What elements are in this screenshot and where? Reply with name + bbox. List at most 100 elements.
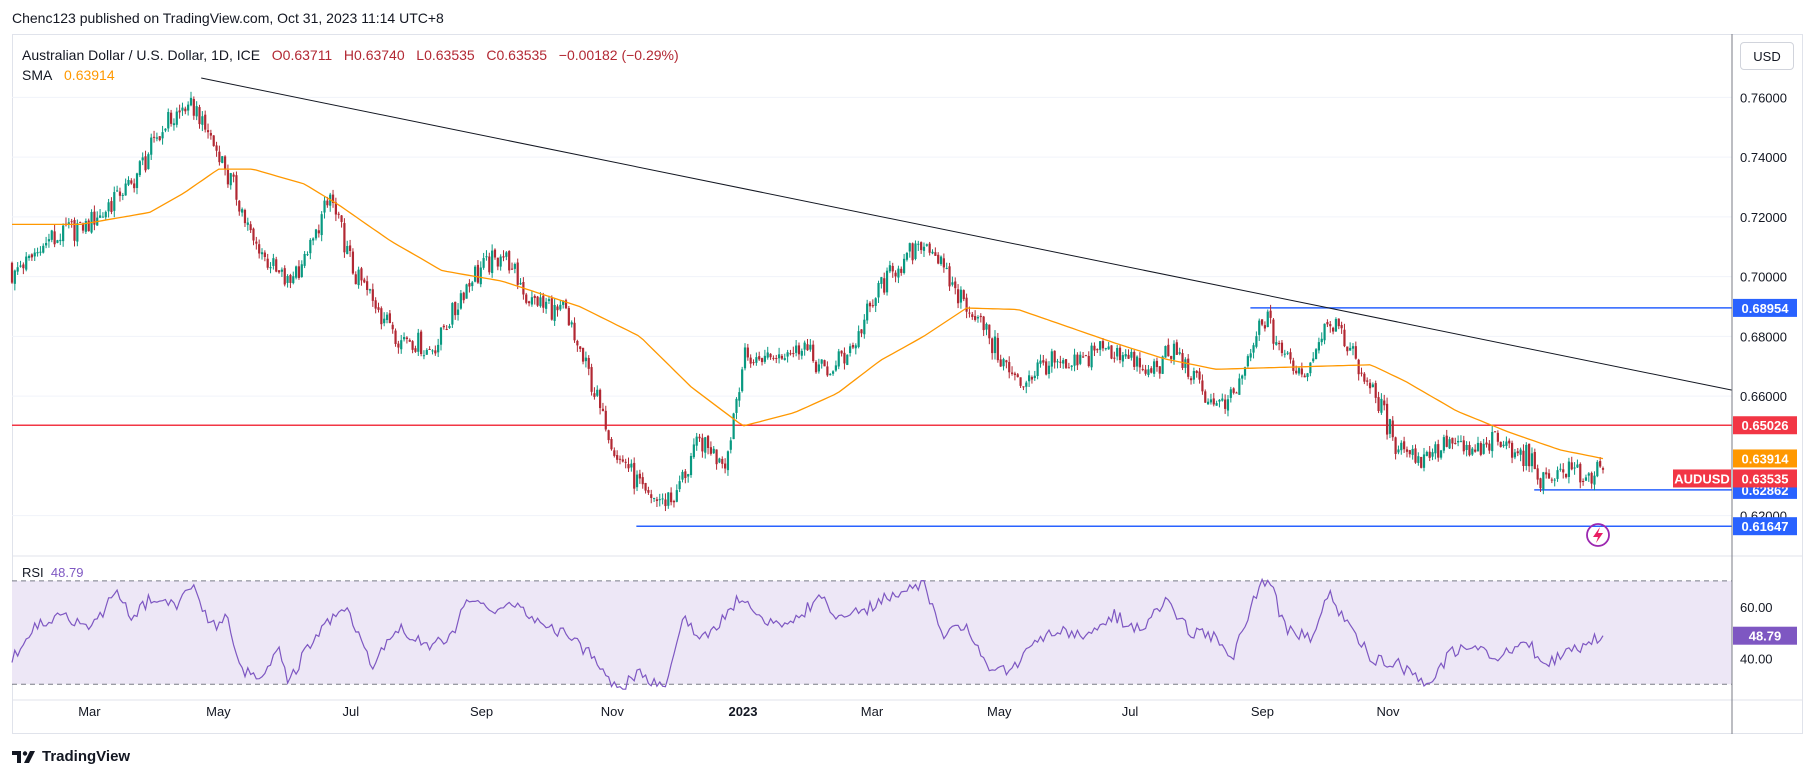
candle-body xyxy=(849,346,852,354)
rsi-value: 48.79 xyxy=(50,565,84,580)
candle-body xyxy=(1448,439,1451,449)
price-tick-label: 0.76000 xyxy=(1740,90,1787,105)
candle-body xyxy=(249,224,252,231)
rsi-legend: RSI 48.79 xyxy=(22,565,83,580)
candle-body xyxy=(905,252,909,260)
candle-body xyxy=(792,353,795,355)
candle-body xyxy=(545,301,548,309)
candle-body xyxy=(343,223,346,253)
candle-body xyxy=(664,499,667,507)
tradingview-logo[interactable]: TradingView xyxy=(12,748,130,765)
legend-symbol: Australian Dollar / U.S. Dollar, 1D, ICE xyxy=(22,47,261,63)
candle-body xyxy=(527,301,531,304)
candle-body xyxy=(672,500,676,503)
lightning-icon-ring xyxy=(1586,523,1610,547)
chart-legend: Australian Dollar / U.S. Dollar, 1D, ICE… xyxy=(22,45,679,85)
candle-body xyxy=(1576,464,1579,468)
candle-body xyxy=(306,254,309,256)
candle-body xyxy=(30,254,33,258)
candle-body xyxy=(124,183,127,196)
candle-body xyxy=(277,270,281,273)
candle-body xyxy=(133,183,136,189)
candle-body xyxy=(363,279,366,283)
candle-body xyxy=(1272,319,1275,344)
candle-body xyxy=(414,348,417,352)
level-tag-bg xyxy=(1733,416,1797,435)
candle-body xyxy=(1028,375,1031,382)
candle-body xyxy=(1224,399,1227,409)
candle-body xyxy=(297,266,301,278)
candle-body xyxy=(715,449,718,465)
symbol-tag-bg xyxy=(1673,469,1731,488)
price-tag-label: 0.63914 xyxy=(1742,451,1790,466)
candle-body xyxy=(868,302,872,307)
time-tick-label: Mar xyxy=(861,704,884,719)
candle-body xyxy=(743,347,747,369)
candle-body xyxy=(1252,345,1255,353)
price-tags: 0.689540.650260.628620.616470.639140.635… xyxy=(1673,298,1797,645)
candle-body xyxy=(829,374,832,376)
candle-body xyxy=(1113,357,1116,359)
candle-body xyxy=(110,201,113,212)
candle-body xyxy=(127,179,130,185)
candle-body xyxy=(454,301,457,316)
level-tag-bg xyxy=(1733,517,1797,536)
candle-body xyxy=(567,308,570,326)
candle-body xyxy=(758,356,761,360)
candle-body xyxy=(496,257,499,267)
candle-body xyxy=(519,283,522,285)
lightning-icon-bolt xyxy=(1593,527,1603,543)
candle-body xyxy=(459,293,462,309)
candle-body xyxy=(1249,353,1252,358)
candle-body xyxy=(425,349,428,355)
tradingview-logo-icon xyxy=(12,750,35,763)
candle-body xyxy=(536,296,539,306)
candle-body xyxy=(741,369,744,392)
candle-body xyxy=(1289,352,1292,360)
candle-body xyxy=(269,267,272,269)
candle-body xyxy=(721,458,724,464)
candle-body xyxy=(13,270,16,284)
candle-body xyxy=(1587,473,1590,476)
candle-body xyxy=(198,107,201,125)
candle-body xyxy=(400,340,403,350)
candle-body xyxy=(218,151,221,163)
candle-body xyxy=(738,392,741,401)
candle-body xyxy=(709,447,713,454)
candle-body xyxy=(553,304,556,321)
candle-body xyxy=(706,435,710,448)
candle-body xyxy=(934,252,937,256)
candle-body xyxy=(974,316,977,320)
candle-body xyxy=(1528,443,1531,467)
candle-body xyxy=(991,338,994,354)
candle-body xyxy=(914,243,917,259)
candle-body xyxy=(317,230,320,234)
candle-body xyxy=(860,329,863,334)
publisher-line: Chenc123 published on TradingView.com, O… xyxy=(12,10,444,26)
candle-body xyxy=(201,116,204,125)
candle-body xyxy=(1380,398,1383,413)
candle-body xyxy=(1059,361,1062,363)
candle-body xyxy=(488,256,491,273)
candle-body xyxy=(1081,356,1085,358)
candle-body xyxy=(1371,384,1374,388)
candle-body xyxy=(138,161,141,176)
candle-body xyxy=(368,289,372,291)
candle-body xyxy=(564,300,568,309)
currency-button[interactable]: USD xyxy=(1740,42,1794,70)
candle-body xyxy=(806,344,809,351)
candle-body xyxy=(820,359,823,364)
candle-body xyxy=(556,306,559,311)
candle-body xyxy=(633,462,636,489)
candle-body xyxy=(678,481,681,490)
candle-body xyxy=(1164,346,1167,358)
candle-body xyxy=(1593,475,1596,485)
lightning-icon[interactable] xyxy=(1586,523,1610,547)
candle-body xyxy=(1045,361,1048,375)
candle-body xyxy=(155,137,158,139)
candle-body xyxy=(1280,342,1284,354)
candle-body xyxy=(1459,441,1463,443)
candle-body xyxy=(1374,383,1377,398)
candle-body xyxy=(1391,420,1394,438)
